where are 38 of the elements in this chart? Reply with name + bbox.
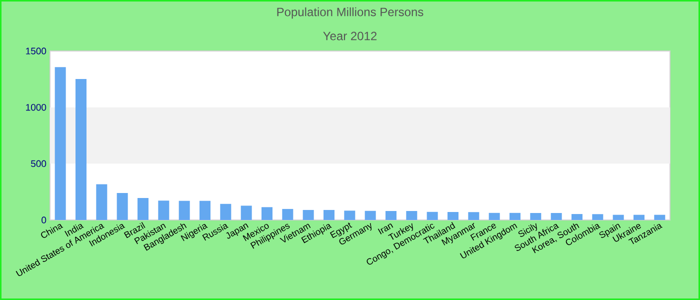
bar [344,210,356,220]
chart-subtitle: Year 2012 [323,32,377,40]
bar [76,79,87,220]
bar [612,214,624,220]
bar [96,184,108,220]
bar [592,214,604,220]
bar [302,210,314,220]
x-tick-label: China [41,224,64,238]
bar [324,210,335,220]
bar [116,192,128,220]
y-tick-label: 1500 [26,48,46,54]
bar [262,207,273,220]
bar [364,210,376,220]
x-tick-label: Sicily [518,223,537,237]
bar [138,198,149,220]
bar [448,212,459,220]
bar [282,208,294,220]
bar [406,210,418,220]
bar [54,67,66,220]
y-tick-label: 1000 [26,104,46,111]
y-tick-label: 0 [42,216,46,224]
bar [220,204,232,220]
y-tick-label: 500 [31,160,46,168]
bar [654,214,666,220]
bar [530,213,542,220]
bar [386,210,397,220]
bar [572,214,583,220]
chart-title: Population Millions Persons [277,7,424,19]
bar [634,214,645,220]
bar [200,200,211,220]
bar [240,206,252,220]
bar [178,200,190,220]
bar [488,212,500,220]
bar [510,212,521,220]
bar [426,212,438,220]
bar [550,213,562,220]
bar [468,212,480,220]
bar [158,200,170,220]
